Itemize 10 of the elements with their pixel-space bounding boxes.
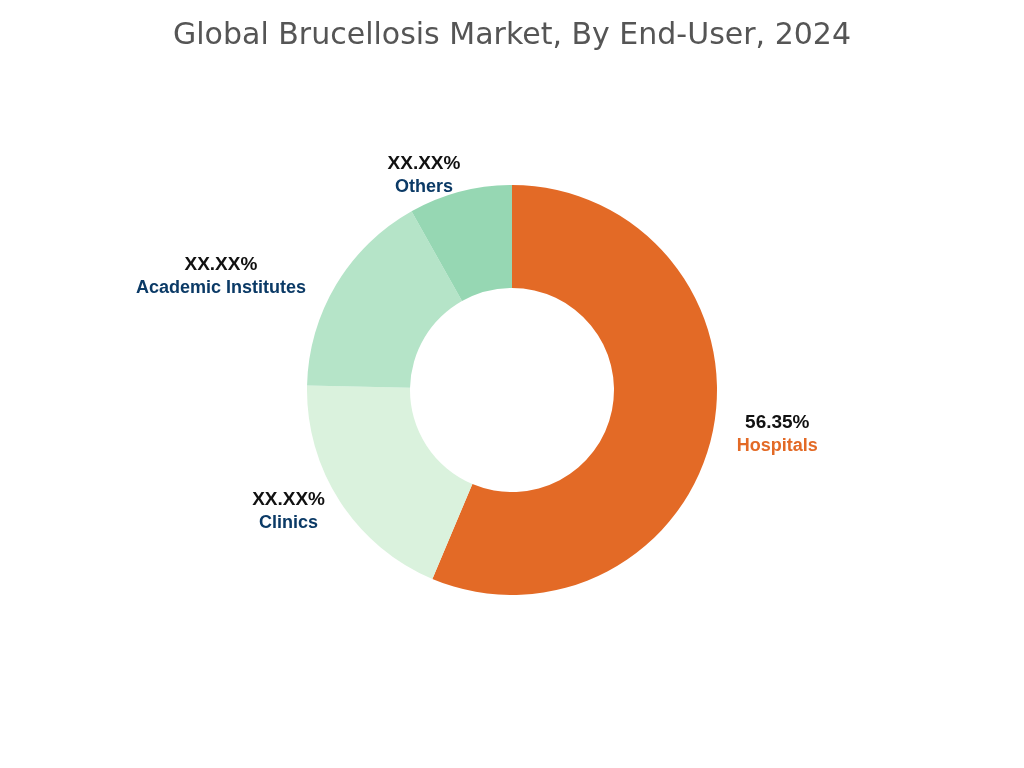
- slice-label: Clinics: [259, 511, 319, 532]
- data-label: XX.XX%: [387, 152, 461, 174]
- data-label: XX.XX%: [252, 487, 326, 509]
- donut-slice: [307, 211, 463, 388]
- chart-title: Global Brucellosis Market, By End-User, 2024: [173, 16, 851, 51]
- data-label: XX.XX%: [184, 252, 258, 274]
- slice-label: Others: [394, 176, 453, 197]
- data-label: 56.35%: [745, 410, 810, 432]
- slice-label: Academic Institutes: [135, 276, 306, 297]
- slice-label: Hospitals: [736, 434, 818, 455]
